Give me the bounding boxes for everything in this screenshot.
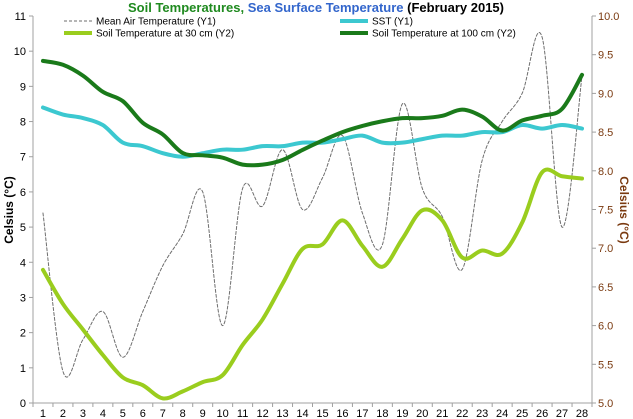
- legend: Mean Air Temperature (Y1) SST (Y1)Soil Te…: [64, 17, 516, 40]
- series-line-4: [40, 58, 585, 168]
- x-tick-label: 12: [256, 408, 268, 419]
- x-tick-label: 6: [140, 408, 146, 419]
- x-tick-label: 13: [276, 408, 288, 419]
- legend-label-4: Soil Temperature at 100 cm (Y2): [372, 29, 516, 40]
- x-tick-label: 1: [40, 408, 46, 419]
- y-left-tick-label: 4: [20, 257, 26, 269]
- x-tick-label: 25: [516, 408, 528, 419]
- y-right-tick-label: 7.5: [598, 205, 613, 217]
- y-right-tick-label: 5.5: [598, 359, 613, 371]
- y-left-tick-label: 5: [20, 222, 26, 234]
- x-tick-label: 14: [296, 408, 308, 419]
- x-tick-label: 24: [496, 408, 508, 419]
- y-left-tick-label: 1: [20, 363, 26, 375]
- chart-title-part2: Sea Surface Temperature: [248, 0, 404, 15]
- y-right-tick-label: 6.0: [598, 321, 613, 333]
- chart-title: Soil Temperatures, Sea Surface Temperatu…: [128, 0, 504, 15]
- x-tick-label: 8: [180, 408, 186, 419]
- y-axis-right-label: Celsius (°C): [617, 176, 631, 243]
- y-right-tick-label: 10.0: [598, 11, 619, 23]
- y-right-tick-label: 7.0: [598, 243, 613, 255]
- y-left-tick-label: 9: [20, 81, 26, 93]
- x-tick-label: 4: [100, 408, 106, 419]
- x-tick-label: 28: [576, 408, 588, 419]
- x-tick-label: 18: [376, 408, 388, 419]
- y-left-tick-label: 11: [15, 11, 26, 23]
- y-left-tick-label: 8: [20, 117, 26, 129]
- x-tick-label: 20: [416, 408, 428, 419]
- y-left-tick-label: 3: [20, 292, 26, 304]
- x-tick-label: 5: [120, 408, 126, 419]
- x-tick-label: 21: [436, 408, 448, 419]
- series-line-1: [42, 32, 583, 378]
- y-axis-left-label: Celsius (°C): [2, 176, 16, 243]
- x-tick-label: 7: [160, 408, 166, 419]
- y-left-tick-label: 7: [20, 152, 26, 164]
- x-tick-label: 22: [456, 408, 468, 419]
- series-line-3: [40, 167, 585, 401]
- plot-area: [40, 32, 585, 401]
- y-right-tick-label: 8.5: [598, 127, 613, 139]
- y-left-tick-label: 6: [20, 187, 26, 199]
- y-right-tick-label: 5.0: [598, 398, 613, 410]
- legend-label-2: SST (Y1): [372, 17, 413, 28]
- chart-title-separator: ,: [240, 0, 247, 15]
- series-line-2: [40, 105, 585, 159]
- legend-label-1: Mean Air Temperature (Y1): [96, 17, 216, 28]
- x-tick-label: 26: [536, 408, 548, 419]
- chart-title-part3: (February 2015): [404, 0, 504, 15]
- x-tick-label: 3: [80, 408, 86, 419]
- x-tick-label: 9: [200, 408, 206, 419]
- axes: 012345678910115.05.56.06.57.07.58.08.59.…: [14, 11, 620, 419]
- x-tick-label: 10: [217, 408, 229, 419]
- y-left-tick-label: 10: [14, 46, 26, 58]
- x-tick-label: 23: [476, 408, 488, 419]
- y-right-tick-label: 6.5: [598, 282, 613, 294]
- x-tick-label: 27: [556, 408, 568, 419]
- y-right-tick-label: 8.0: [598, 166, 613, 178]
- y-left-tick-label: 0: [20, 398, 26, 410]
- legend-label-3: Soil Temperature at 30 cm (Y2): [96, 29, 234, 40]
- x-tick-label: 15: [316, 408, 328, 419]
- x-tick-label: 16: [336, 408, 348, 419]
- chart-title-part1: Soil Temperatures: [128, 0, 240, 15]
- x-tick-label: 19: [396, 408, 408, 419]
- x-tick-label: 11: [237, 408, 248, 419]
- y-right-tick-label: 9.0: [598, 88, 613, 100]
- x-tick-label: 17: [356, 408, 368, 419]
- y-right-tick-label: 9.5: [598, 50, 613, 62]
- x-tick-label: 2: [60, 408, 66, 419]
- y-left-tick-label: 2: [20, 328, 26, 340]
